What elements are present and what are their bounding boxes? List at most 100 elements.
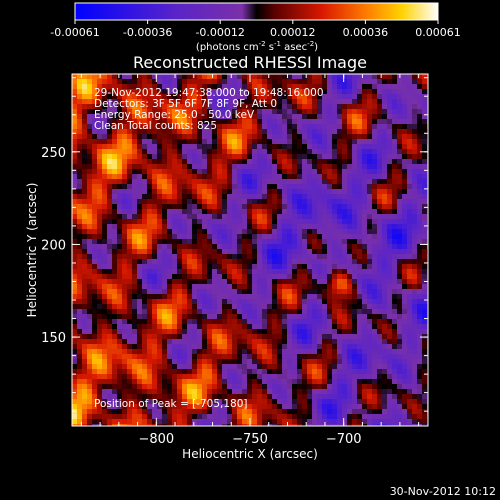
heatmap-cell bbox=[417, 359, 422, 364]
heatmap-cell bbox=[242, 319, 247, 324]
heatmap-cell bbox=[367, 239, 372, 244]
heatmap-cell bbox=[232, 139, 237, 144]
heatmap-cell bbox=[212, 84, 217, 89]
heatmap-cell bbox=[112, 179, 117, 184]
heatmap-cell bbox=[347, 389, 352, 394]
heatmap-cell bbox=[317, 179, 322, 184]
heatmap-cell bbox=[237, 224, 242, 229]
heatmap-cell bbox=[147, 304, 152, 309]
heatmap-cell bbox=[112, 214, 117, 219]
heatmap-cell bbox=[127, 129, 132, 134]
heatmap-cell bbox=[232, 89, 237, 94]
heatmap-cell bbox=[182, 224, 187, 229]
heatmap-cell bbox=[292, 354, 297, 359]
heatmap-cell bbox=[367, 149, 372, 154]
heatmap-cell bbox=[267, 369, 272, 374]
heatmap-cell bbox=[352, 339, 357, 344]
heatmap-cell bbox=[72, 254, 77, 259]
heatmap-cell bbox=[117, 209, 122, 214]
heatmap-cell bbox=[342, 399, 347, 404]
heatmap-cell bbox=[207, 229, 212, 234]
heatmap-cell bbox=[157, 239, 162, 244]
heatmap-cell bbox=[332, 409, 337, 414]
heatmap-cell bbox=[277, 144, 282, 149]
heatmap-cell bbox=[367, 119, 372, 124]
heatmap-cell bbox=[152, 399, 157, 404]
heatmap-cell bbox=[227, 189, 232, 194]
heatmap-cell bbox=[417, 309, 422, 314]
heatmap-cell bbox=[137, 149, 142, 154]
heatmap-cell bbox=[72, 414, 77, 419]
heatmap-cell bbox=[97, 294, 102, 299]
heatmap-cell bbox=[167, 379, 172, 384]
heatmap-cell bbox=[347, 344, 352, 349]
heatmap-cell bbox=[152, 154, 157, 159]
heatmap-cell bbox=[307, 294, 312, 299]
heatmap-cell bbox=[347, 259, 352, 264]
heatmap-cell bbox=[267, 74, 272, 79]
heatmap-cell bbox=[412, 149, 417, 154]
heatmap-cell bbox=[277, 369, 282, 374]
heatmap-cell bbox=[407, 84, 412, 89]
heatmap-cell bbox=[397, 409, 402, 414]
heatmap-cell bbox=[362, 159, 367, 164]
heatmap-cell bbox=[422, 219, 427, 224]
heatmap-cell bbox=[397, 259, 402, 264]
heatmap-cell bbox=[117, 369, 122, 374]
heatmap-cell bbox=[352, 239, 357, 244]
heatmap-cell bbox=[177, 129, 182, 134]
heatmap-cell bbox=[192, 334, 197, 339]
heatmap-cell bbox=[312, 404, 317, 409]
heatmap-cell bbox=[332, 99, 337, 104]
heatmap-cell bbox=[147, 309, 152, 314]
heatmap-cell bbox=[317, 199, 322, 204]
heatmap-cell bbox=[407, 94, 412, 99]
heatmap-cell bbox=[127, 109, 132, 114]
colorbar-ticks bbox=[74, 20, 439, 24]
heatmap-cell bbox=[387, 249, 392, 254]
heatmap-cell bbox=[367, 159, 372, 164]
heatmap-cell bbox=[252, 364, 257, 369]
heatmap-cell bbox=[102, 109, 107, 114]
heatmap-cell bbox=[232, 144, 237, 149]
heatmap-cell bbox=[227, 294, 232, 299]
heatmap-cell bbox=[252, 319, 257, 324]
heatmap-cell bbox=[202, 334, 207, 339]
heatmap-cell bbox=[267, 174, 272, 179]
heatmap-cell bbox=[277, 379, 282, 384]
heatmap-cell bbox=[212, 359, 217, 364]
heatmap-cell bbox=[362, 304, 367, 309]
heatmap-cell bbox=[292, 104, 297, 109]
heatmap-cell bbox=[177, 409, 182, 414]
heatmap-cell bbox=[232, 99, 237, 104]
heatmap-cell bbox=[77, 254, 82, 259]
heatmap-cell bbox=[117, 379, 122, 384]
heatmap-cell bbox=[137, 339, 142, 344]
heatmap-cell bbox=[282, 189, 287, 194]
heatmap-cell bbox=[367, 299, 372, 304]
heatmap-cell bbox=[287, 114, 292, 119]
heatmap-cell bbox=[192, 374, 197, 379]
heatmap-cell bbox=[237, 134, 242, 139]
heatmap-cell bbox=[287, 289, 292, 294]
heatmap-cell bbox=[372, 164, 377, 169]
heatmap-cell bbox=[332, 344, 337, 349]
heatmap-cell bbox=[182, 384, 187, 389]
heatmap-cell bbox=[97, 394, 102, 399]
heatmap-cell bbox=[132, 234, 137, 239]
heatmap-cell bbox=[212, 394, 217, 399]
heatmap-cell bbox=[312, 354, 317, 359]
heatmap-cell bbox=[252, 294, 257, 299]
heatmap-cell bbox=[297, 239, 302, 244]
heatmap-cell bbox=[182, 219, 187, 224]
heatmap-cell bbox=[137, 219, 142, 224]
heatmap-cell bbox=[322, 384, 327, 389]
heatmap-cell bbox=[77, 279, 82, 284]
heatmap-cell bbox=[392, 179, 397, 184]
heatmap-cell bbox=[317, 324, 322, 329]
heatmap-cell bbox=[312, 84, 317, 89]
heatmap-cell bbox=[422, 204, 427, 209]
heatmap-cell bbox=[262, 339, 267, 344]
heatmap-cell bbox=[187, 144, 192, 149]
heatmap-cell bbox=[92, 199, 97, 204]
